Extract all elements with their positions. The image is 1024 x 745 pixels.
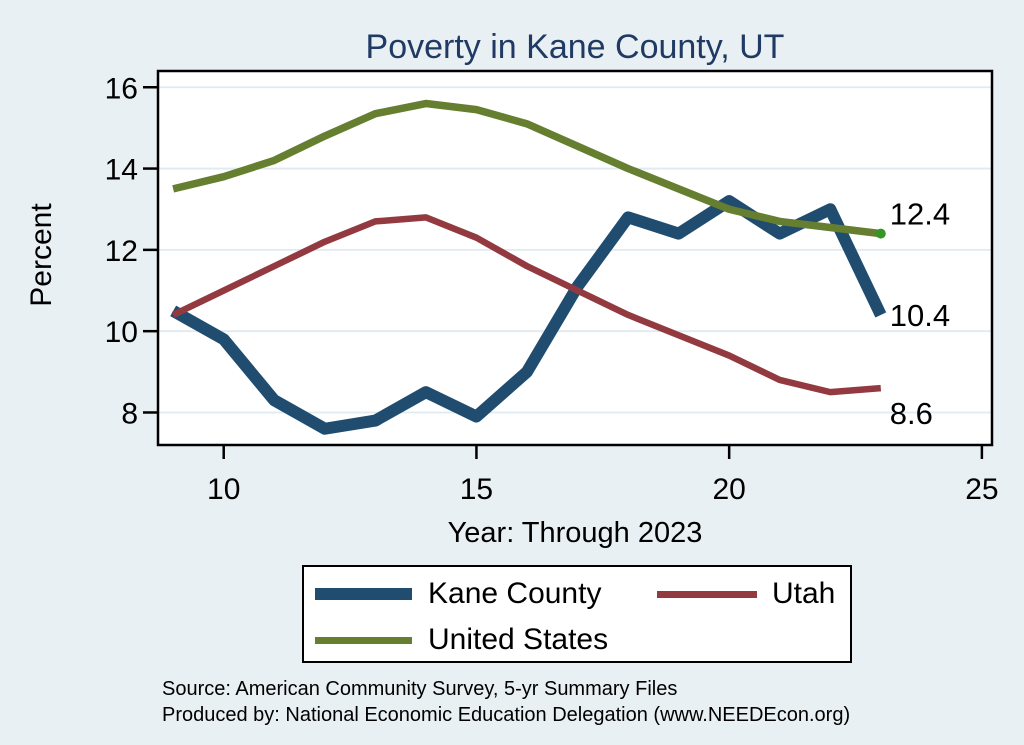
end-label-kane-county: 10.4 (890, 298, 950, 333)
series-line-united-states (172, 99, 882, 238)
x-tick-label-15: 15 (460, 473, 493, 506)
legend-label-united-states: United States (428, 623, 609, 656)
series-line-kane-county (170, 195, 887, 435)
x-tick-label-25: 25 (965, 473, 998, 506)
legend-label-utah: Utah (772, 577, 836, 610)
y-tick-label-8: 8 (121, 397, 138, 430)
source-block: Source: American Community Survey, 5-yr … (162, 676, 850, 728)
x-axis-title: Year: Through 2023 (447, 517, 703, 549)
legend-swatch-utah (657, 591, 757, 598)
legend-swatch-united-states (315, 637, 412, 644)
end-label-utah: 8.6 (890, 396, 933, 431)
series-line-utah (171, 214, 882, 396)
end-marker-united-states (875, 228, 886, 239)
y-tick-label-14: 14 (105, 154, 138, 187)
chart-title: Poverty in Kane County, UT (365, 28, 785, 66)
source-line: Source: American Community Survey, 5-yr … (162, 678, 678, 700)
y-tick-label-10: 10 (105, 316, 138, 349)
producer-line: Produced by: National Economic Education… (162, 704, 851, 726)
x-tick-label-20: 20 (712, 473, 745, 506)
y-tick-label-16: 16 (105, 72, 138, 105)
plot-border (156, 69, 994, 447)
legend-swatch-kane-county (315, 588, 412, 600)
x-tick-label-10: 10 (207, 473, 240, 506)
y-tick-label-12: 12 (105, 235, 138, 268)
legend-label-kane-county: Kane County (428, 577, 602, 610)
legend: Kane County Utah United States (302, 565, 852, 663)
end-label-united-states: 12.4 (890, 197, 950, 232)
